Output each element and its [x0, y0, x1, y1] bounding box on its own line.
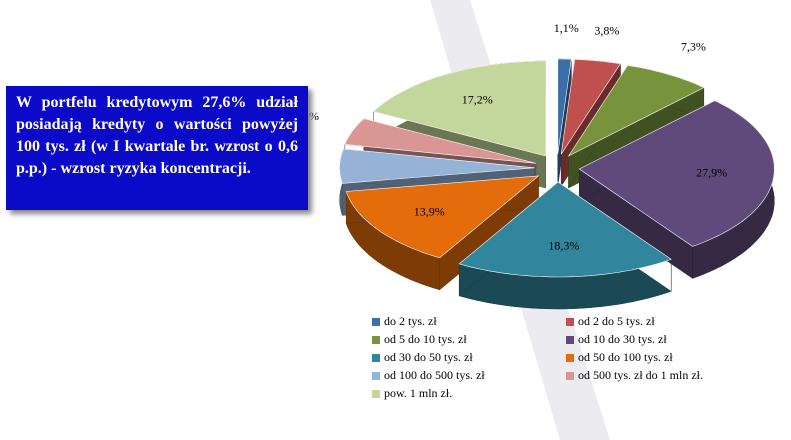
legend-label: od 30 do 50 tys. zł — [384, 350, 473, 364]
data-label: 3,8% — [594, 23, 619, 37]
data-label: 13,9% — [414, 204, 445, 218]
legend-swatch — [566, 372, 574, 380]
legend-label: pow. 1 mln zł. — [384, 386, 452, 400]
data-label: 27,9% — [696, 166, 727, 180]
legend-label: od 500 tys. zł do 1 mln zł. — [578, 368, 703, 382]
legend-swatch — [372, 372, 380, 380]
legend-label: od 50 do 100 tys. zł — [578, 350, 673, 364]
legend-label: od 5 do 10 tys. zł — [384, 332, 467, 346]
slice — [557, 58, 572, 155]
slice — [458, 181, 672, 278]
annotation-box: W portfelu kredytowym 27,6% udział posia… — [6, 86, 308, 210]
legend-swatch — [372, 390, 380, 398]
data-label: 18,3% — [548, 238, 579, 252]
legend-swatch — [566, 336, 574, 344]
slice — [567, 65, 705, 157]
legend-swatch — [372, 336, 380, 344]
legend-label: od 2 do 5 tys. zł — [578, 314, 655, 328]
data-label: 7,3% — [681, 40, 706, 54]
data-label: 17,2% — [462, 92, 493, 106]
legend-swatch — [566, 318, 574, 326]
slice — [578, 100, 775, 247]
legend-label: do 2 tys. zł — [384, 314, 437, 328]
legend-swatch — [372, 318, 380, 326]
legend-swatch — [372, 354, 380, 362]
legend-label: od 100 do 500 tys. zł — [384, 368, 485, 382]
slice — [345, 175, 540, 259]
data-label: 1,1% — [554, 21, 579, 35]
legend-label: od 10 do 30 tys. zł — [578, 332, 667, 346]
slice — [339, 148, 535, 184]
legend-swatch — [566, 354, 574, 362]
slice — [344, 118, 536, 164]
slice — [372, 60, 546, 157]
slice — [560, 59, 621, 155]
